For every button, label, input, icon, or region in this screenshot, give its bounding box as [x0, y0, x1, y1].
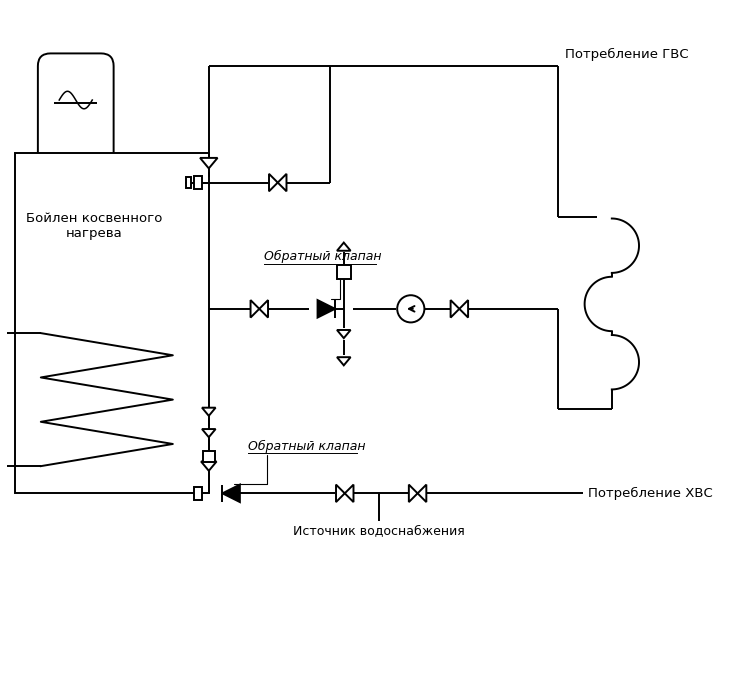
Text: Обратный клапан: Обратный клапан	[264, 250, 382, 263]
Polygon shape	[345, 485, 354, 502]
Bar	[195, 176, 202, 189]
Polygon shape	[337, 242, 351, 251]
Text: Потребление ГВС: Потребление ГВС	[565, 48, 689, 61]
Polygon shape	[259, 300, 268, 318]
Text: Потребление ХВС: Потребление ХВС	[587, 487, 712, 500]
Text: Обратный клапан: Обратный клапан	[248, 439, 365, 452]
Polygon shape	[337, 357, 351, 365]
Polygon shape	[278, 174, 287, 191]
Bar	[15, 153, 209, 493]
Polygon shape	[201, 462, 217, 471]
Polygon shape	[337, 330, 351, 338]
Text: Бойлен косвенного
нагрева: Бойлен косвенного нагрева	[26, 212, 162, 240]
Bar	[195, 487, 202, 500]
Polygon shape	[269, 174, 278, 191]
Bar	[337, 265, 351, 279]
Polygon shape	[450, 300, 459, 318]
Polygon shape	[223, 485, 240, 502]
Polygon shape	[409, 485, 418, 502]
FancyBboxPatch shape	[38, 53, 113, 166]
Circle shape	[397, 295, 425, 322]
Polygon shape	[202, 408, 216, 416]
Polygon shape	[200, 158, 217, 168]
Bar	[186, 177, 191, 188]
Polygon shape	[318, 300, 335, 318]
Polygon shape	[336, 485, 345, 502]
Polygon shape	[418, 485, 426, 502]
Bar	[203, 451, 214, 462]
Polygon shape	[251, 300, 259, 318]
Polygon shape	[202, 429, 216, 437]
Text: Источник водоснабжения: Источник водоснабжения	[293, 524, 464, 538]
Polygon shape	[459, 300, 468, 318]
